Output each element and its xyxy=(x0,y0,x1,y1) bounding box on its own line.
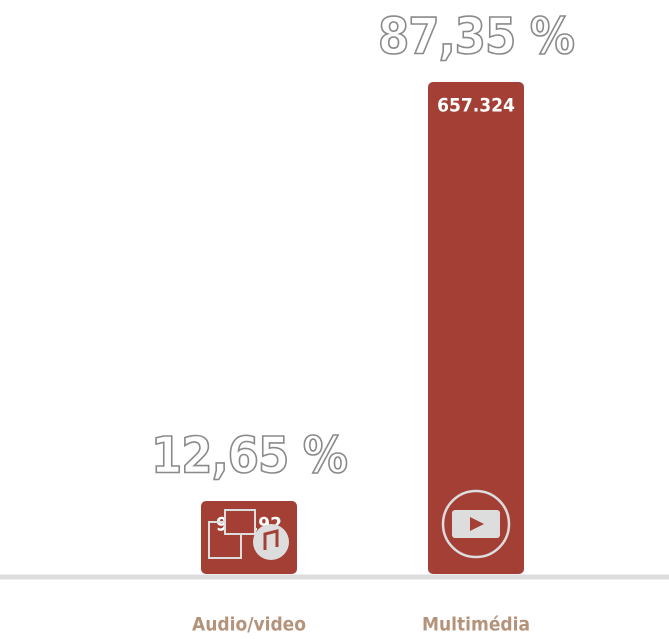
icon-ring xyxy=(441,489,511,559)
percent-label: 12,65 % xyxy=(151,427,347,485)
bar xyxy=(428,82,524,574)
icon-photo xyxy=(224,509,256,535)
percent-label: 87,35 % xyxy=(378,8,574,66)
icon-note-bg xyxy=(253,524,289,560)
icon-note xyxy=(263,529,279,550)
video-icon xyxy=(441,489,511,559)
category-label: Multimédia xyxy=(422,614,530,636)
icon-play xyxy=(470,517,484,531)
value-label: 657.324 xyxy=(437,95,515,117)
media-icon xyxy=(208,509,289,560)
category-label: Audio/video xyxy=(192,614,306,636)
